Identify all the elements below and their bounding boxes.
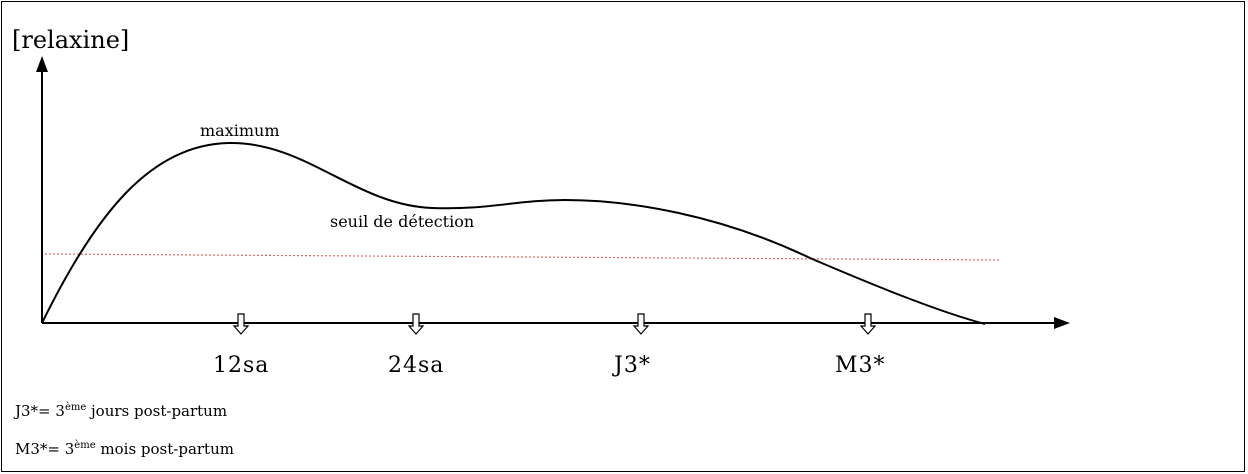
y-axis-arrowhead	[36, 56, 48, 72]
hollow-down-arrow-icon	[407, 313, 425, 335]
relaxine-curve	[41, 141, 986, 325]
tick-label-24sa: 24sa	[388, 353, 444, 378]
tick-label-j3: J3*	[612, 353, 651, 378]
footnote-m3-prefix: M3*= 3	[15, 440, 75, 458]
detection-threshold-line	[44, 253, 1001, 261]
x-axis-arrowhead	[1054, 317, 1070, 329]
y-axis-label: [relaxine]	[12, 26, 129, 54]
footnote-m3: M3*= 3ème mois post-partum	[15, 440, 234, 458]
hollow-down-arrow-icon	[232, 313, 250, 335]
footnote-j3-prefix: J3*= 3	[15, 402, 65, 420]
tick-marker-12sa	[232, 313, 250, 335]
hollow-down-arrow-icon	[859, 313, 877, 335]
footnote-m3-suffix: mois post-partum	[95, 440, 234, 458]
tick-label-12sa: 12sa	[213, 353, 269, 378]
tick-marker-m3	[859, 313, 877, 335]
maximum-label: maximum	[200, 121, 280, 140]
tick-marker-24sa	[407, 313, 425, 335]
footnote-j3-suffix: jours post-partum	[86, 402, 228, 420]
footnote-j3: J3*= 3ème jours post-partum	[15, 402, 227, 420]
hollow-down-arrow-icon	[632, 313, 650, 335]
tick-label-m3: M3*	[835, 353, 886, 378]
footnote-m3-sup: ème	[74, 440, 96, 451]
footnote-j3-sup: ème	[64, 402, 87, 413]
threshold-label: seuil de détection	[330, 212, 474, 231]
tick-marker-j3	[632, 313, 650, 335]
